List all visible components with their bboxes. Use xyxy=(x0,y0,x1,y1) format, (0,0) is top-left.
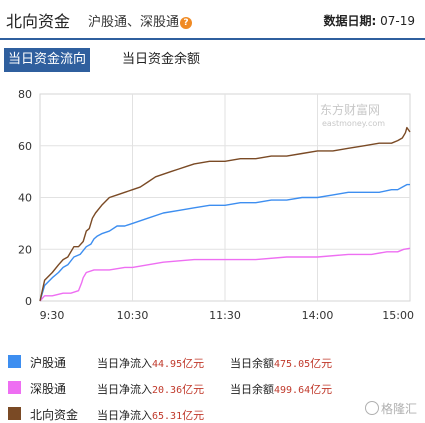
panel-title: 北向资金 xyxy=(6,12,71,31)
legend-name: 深股通 xyxy=(30,382,67,396)
flow-label: 当日净流入 xyxy=(97,383,152,396)
legend-swatch-north xyxy=(8,407,21,420)
legend-swatch-hgt xyxy=(8,355,21,368)
date-label: 数据日期: xyxy=(323,14,377,28)
tab-daily-balance[interactable]: 当日资金余额 xyxy=(122,52,201,67)
series-lines xyxy=(39,126,411,302)
brand-text: 格隆汇 xyxy=(380,402,417,416)
legend-name: 北向资金 xyxy=(30,408,79,422)
chart-grid xyxy=(39,93,411,302)
y-tick-label: 40 xyxy=(18,192,32,205)
flow-label: 当日净流入 xyxy=(97,357,152,370)
brand-logo-icon xyxy=(364,401,379,415)
legend-name: 沪股通 xyxy=(30,356,67,370)
x-tick-label: 14:00 xyxy=(302,309,334,322)
legend-row-north: 北向资金 当日净流入65.31亿元 xyxy=(0,404,425,423)
flow-line-chart: 0 20 40 60 80 9:30 10:30 11:30 14:00 15:00 东方财富网… xyxy=(18,88,414,322)
y-tick-label: 60 xyxy=(18,140,32,153)
legend-flow: 当日净流入44.95亿元 xyxy=(97,355,204,371)
legend-flow: 当日净流入65.31亿元 xyxy=(97,407,204,423)
x-tick-label: 9:30 xyxy=(40,309,65,322)
x-tick-label: 11:30 xyxy=(209,309,241,322)
balance-value: 475.05 xyxy=(274,359,311,370)
legend-swatch-sgt xyxy=(8,381,21,394)
balance-label: 当日余额 xyxy=(230,357,274,370)
data-date: 数据日期: 07-19 xyxy=(323,12,415,29)
help-icon[interactable]: ? xyxy=(180,17,193,29)
x-tick-label: 10:30 xyxy=(117,309,149,322)
legend-row-sgt: 深股通 当日净流入20.36亿元 当日余额499.64亿元 xyxy=(0,378,425,398)
brand-watermark: 格隆汇 xyxy=(364,400,417,417)
x-axis: 9:30 10:30 11:30 14:00 15:00 xyxy=(40,309,414,322)
flow-unit: 亿元 xyxy=(182,357,205,370)
tab-bar: 当日资金流向 当日资金余额 xyxy=(0,48,425,74)
y-tick-label: 20 xyxy=(18,243,32,256)
balance-label: 当日余额 xyxy=(230,383,274,396)
panel-subtitle: 沪股通、深股通? xyxy=(88,11,193,30)
y-axis: 0 20 40 60 80 xyxy=(18,88,32,308)
legend-balance: 当日余额499.64亿元 xyxy=(230,381,332,397)
series-line-0 xyxy=(39,183,410,302)
y-tick-label: 0 xyxy=(25,295,32,308)
watermark: 东方财富网 eastmoney.com xyxy=(320,102,385,128)
flow-unit: 亿元 xyxy=(182,409,205,422)
series-line-1 xyxy=(39,247,411,302)
flow-unit: 亿元 xyxy=(182,383,205,396)
panel-header: 北向资金 沪股通、深股通? 数据日期: 07-19 xyxy=(0,0,425,40)
x-tick-label: 15:00 xyxy=(382,309,414,322)
flow-value: 44.95 xyxy=(152,359,183,370)
flow-value: 65.31 xyxy=(152,411,183,422)
balance-unit: 亿元 xyxy=(310,357,333,370)
watermark-sub: eastmoney.com xyxy=(322,119,385,128)
balance-unit: 亿元 xyxy=(310,383,333,396)
subtitle-text: 沪股通、深股通 xyxy=(88,15,180,30)
tab-daily-flow[interactable]: 当日资金流向 xyxy=(4,48,91,72)
series-line-2 xyxy=(39,126,411,302)
balance-value: 499.64 xyxy=(274,385,311,396)
flow-value: 20.36 xyxy=(152,385,183,396)
legend-flow: 当日净流入20.36亿元 xyxy=(97,381,204,397)
flow-label: 当日净流入 xyxy=(97,409,152,422)
date-value: 07-19 xyxy=(380,14,415,28)
y-tick-label: 80 xyxy=(18,88,32,101)
legend-row-hgt: 沪股通 当日净流入44.95亿元 当日余额475.05亿元 xyxy=(0,352,425,372)
legend-balance: 当日余额475.05亿元 xyxy=(230,355,332,371)
watermark-main: 东方财富网 xyxy=(320,102,380,117)
